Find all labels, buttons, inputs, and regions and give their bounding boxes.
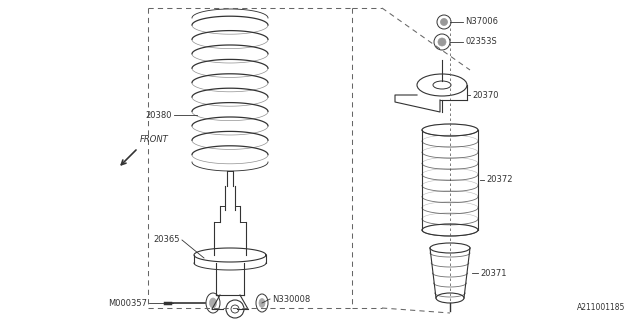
Text: M000357: M000357 [108,299,147,308]
Text: FRONT: FRONT [140,135,169,144]
Text: A211001185: A211001185 [577,303,625,312]
Text: 20371: 20371 [480,268,506,277]
Text: 20370: 20370 [472,91,499,100]
Text: 20372: 20372 [486,175,513,185]
Ellipse shape [209,298,216,308]
Ellipse shape [259,299,265,308]
Text: 02353S: 02353S [465,37,497,46]
Text: N37006: N37006 [465,18,498,27]
Circle shape [438,38,446,46]
Circle shape [440,19,447,26]
Text: 20365: 20365 [154,236,180,244]
Text: N330008: N330008 [272,294,310,303]
Text: 20380: 20380 [145,110,172,119]
